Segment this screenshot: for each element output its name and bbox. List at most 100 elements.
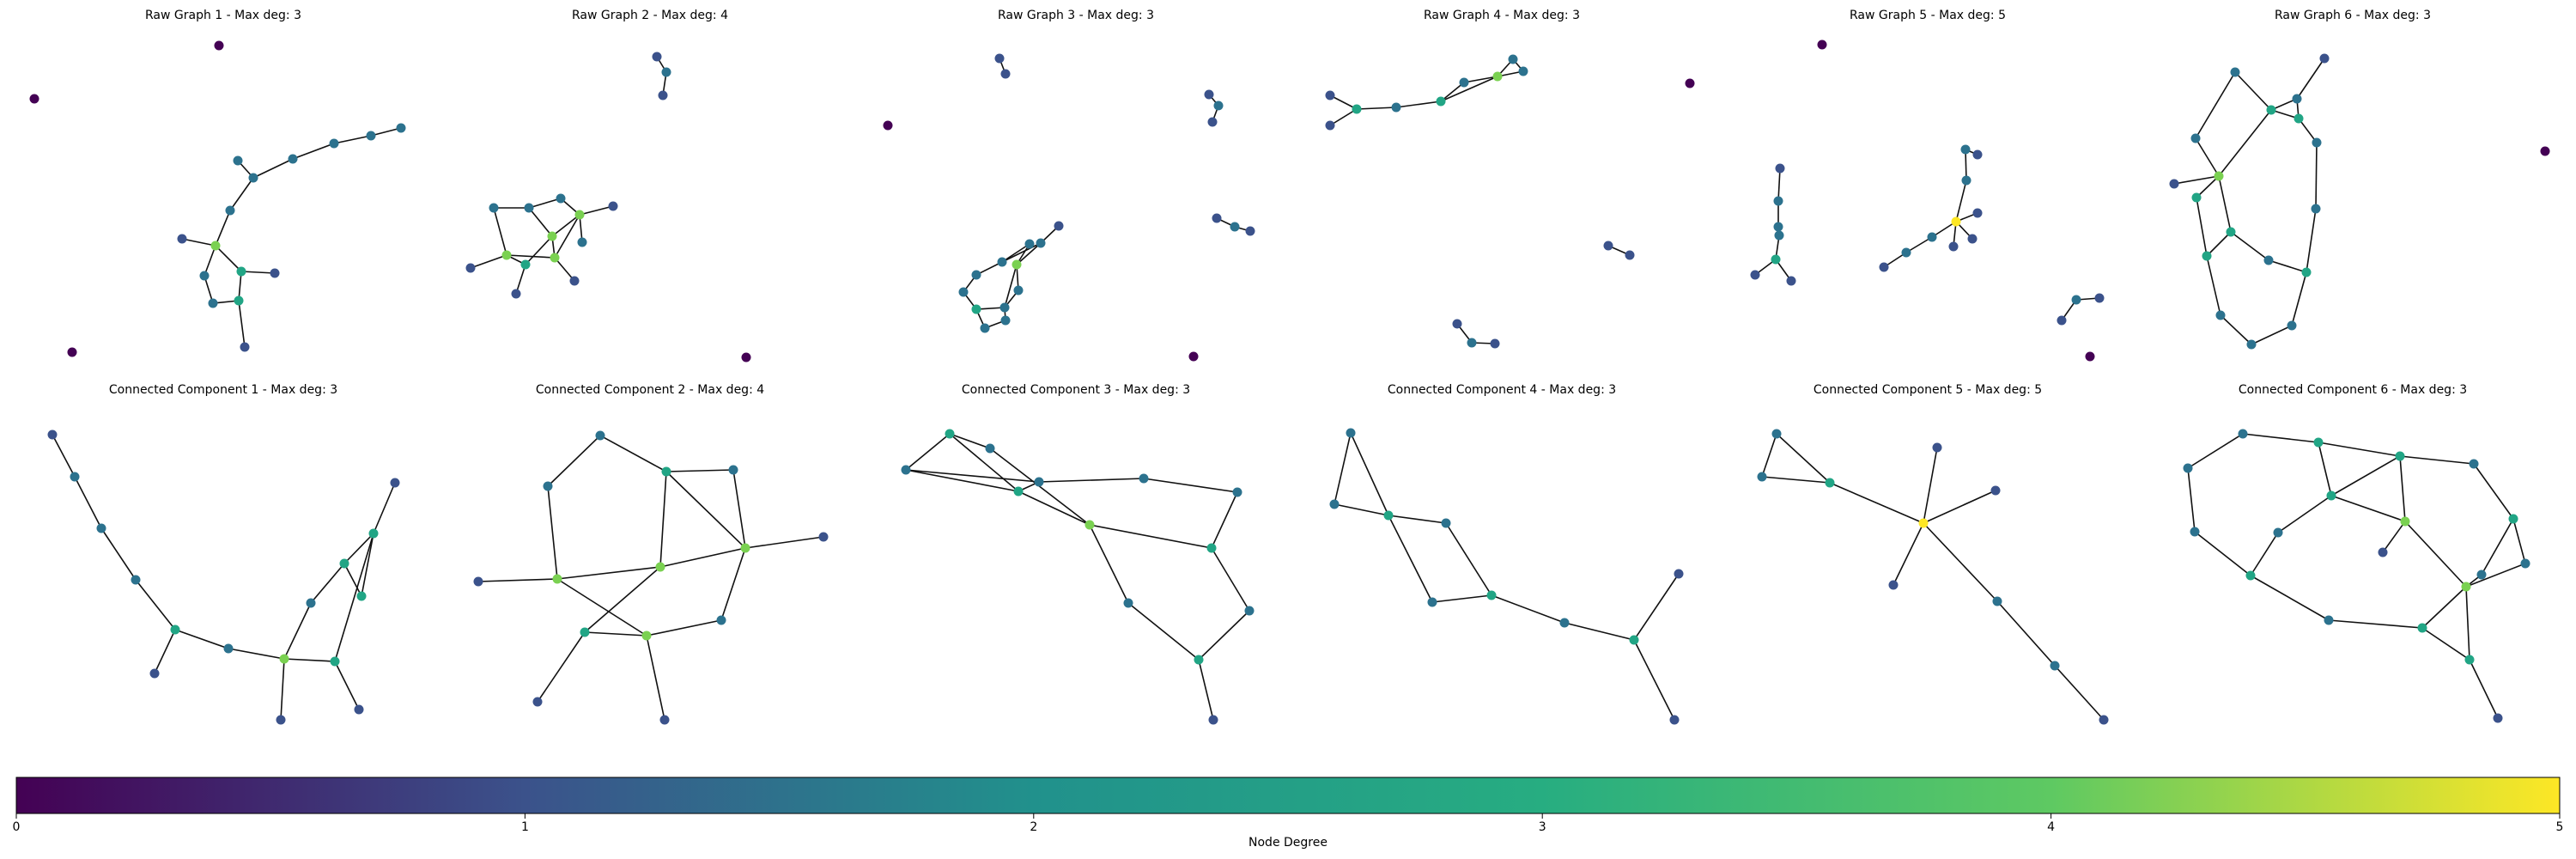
graph-edge (2195, 71, 2236, 139)
graph-node (473, 576, 483, 587)
graph-edge (1334, 432, 1352, 505)
graph-node (2169, 179, 2179, 189)
graph-node (1775, 163, 1785, 174)
graph-edge (1143, 478, 1238, 493)
graph-node (1771, 254, 1781, 265)
graph-node (608, 201, 618, 211)
graph-node (2493, 713, 2503, 723)
graph-node (1194, 655, 1204, 665)
graph-edge (2268, 259, 2307, 273)
panel-title: Raw Graph 3 - Max deg: 3 (998, 9, 1154, 22)
graph-edge (1001, 243, 1030, 263)
graph-node (1625, 250, 1635, 260)
panel-c4: Connected Component 4 - Max deg: 3 (1329, 383, 1684, 725)
node-group (2169, 53, 2550, 350)
graph-node (234, 295, 244, 306)
graph-node (1013, 486, 1024, 497)
graph-edge (2421, 586, 2467, 629)
graph-edge (2328, 619, 2423, 629)
graph-edge (2318, 442, 2332, 497)
graph-node (1817, 40, 1827, 50)
graph-node (2326, 490, 2336, 501)
graph-edge (2473, 463, 2514, 520)
graph-edge (1761, 433, 1777, 478)
graph-edge (975, 261, 1003, 276)
node-group (465, 52, 751, 362)
graph-edge (181, 238, 216, 247)
graph-edge (1431, 594, 1492, 603)
graph-node (1139, 473, 1149, 484)
graph-edge (373, 482, 396, 534)
graph-node (2319, 53, 2330, 64)
graph-edge (528, 207, 553, 237)
graph-node (1034, 477, 1044, 487)
graph-node (2238, 429, 2248, 439)
graph-edge (1633, 573, 1680, 641)
graph-edge (2298, 118, 2318, 143)
graph-node (1773, 196, 1783, 206)
graph-edge (1198, 659, 1214, 721)
graph-node (580, 627, 590, 637)
graph-node (1123, 598, 1133, 608)
graph-node (1391, 102, 1401, 113)
panel-title: Raw Graph 6 - Max deg: 3 (2275, 9, 2431, 22)
graph-edge (2251, 325, 2293, 345)
graph-node (1490, 338, 1500, 349)
graph-edge (659, 471, 667, 568)
graph-node (1230, 222, 1240, 232)
graph-node (1383, 510, 1394, 521)
edge-group (470, 56, 667, 295)
graph-edge (525, 235, 553, 265)
panel-c2: Connected Component 2 - Max deg: 4 (473, 383, 829, 725)
graph-edge (2404, 521, 2467, 588)
graph-node (1013, 285, 1024, 295)
graph-node (131, 575, 141, 585)
graph-edge (2382, 521, 2406, 553)
graph-node (236, 266, 246, 277)
graph-node (2226, 227, 2236, 237)
graph-edge (2306, 208, 2317, 273)
graph-edge (2330, 455, 2401, 497)
graph-edge (905, 469, 1040, 483)
graph-edge (1463, 76, 1498, 83)
graph-node (2230, 67, 2240, 77)
graph-node (2464, 655, 2475, 665)
graph-edge (135, 579, 176, 631)
graph-node (1972, 149, 1983, 160)
graph-edge (493, 207, 507, 256)
graph-edge (1955, 180, 1967, 222)
graph-edge (1965, 149, 1967, 181)
graph-node (985, 443, 995, 454)
graph-node (901, 465, 911, 475)
panel-c6: Connected Component 6 - Max deg: 3 (2183, 383, 2530, 723)
graph-edge (1440, 76, 1498, 102)
graph-node (1036, 238, 1046, 248)
edge-group (1761, 433, 2105, 721)
graph-edge (343, 563, 362, 597)
graph-edge (2173, 175, 2220, 185)
graph-edge (599, 435, 667, 472)
graph-node (501, 250, 512, 260)
graph-node (279, 654, 289, 664)
panel-title: Connected Component 1 - Max deg: 3 (109, 383, 337, 397)
graph-edge (537, 631, 586, 703)
graph-node (96, 523, 106, 533)
graph-node (2476, 570, 2487, 580)
graph-node (2245, 570, 2256, 581)
graph-node (2293, 113, 2304, 124)
panels-layer: Raw Graph 1 - Max deg: 3 Raw Graph 2 - Ma… (29, 9, 2550, 725)
graph-node (2214, 171, 2224, 181)
graph-node (818, 532, 829, 542)
graph-node (1786, 276, 1796, 286)
graph-edge (1445, 522, 1492, 596)
graph-node (1352, 104, 1362, 114)
graph-edge (2291, 271, 2307, 326)
graph-edge (1388, 515, 1447, 524)
graph-node (1054, 221, 1064, 231)
graph-edge (1356, 107, 1397, 110)
graph-node (994, 53, 1005, 64)
graph-node (659, 715, 670, 725)
panel-title: Connected Component 6 - Max deg: 3 (2239, 383, 2467, 397)
graph-node (520, 259, 531, 270)
graph-node (2301, 267, 2312, 277)
